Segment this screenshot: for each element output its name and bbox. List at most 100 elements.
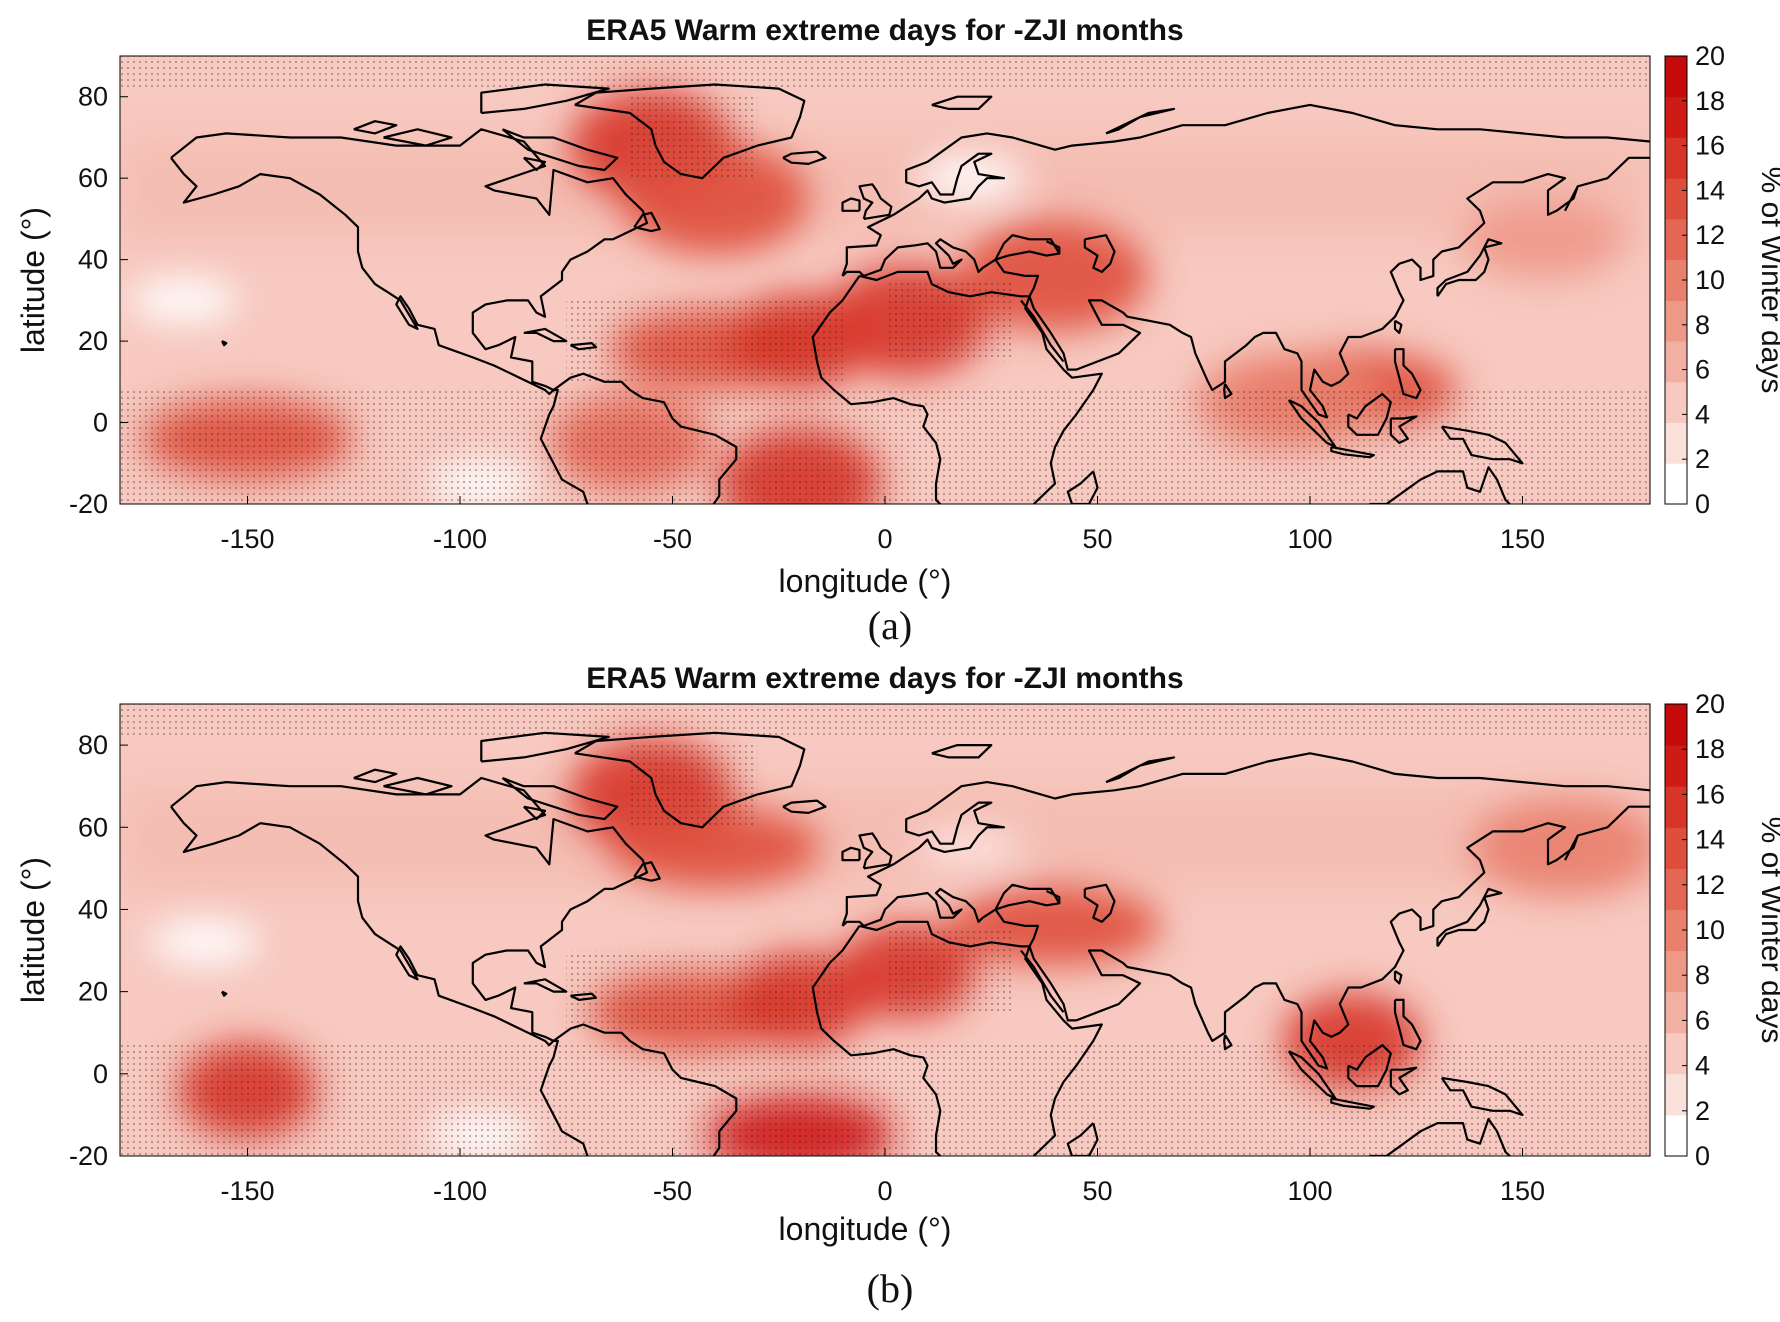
coastline-new-guinea <box>1440 1076 1524 1116</box>
colorbar-segment <box>1665 422 1687 464</box>
coastline-black-sea-inner <box>1046 890 1061 904</box>
map-plot: -150 -100 -50 0 50 100 150-20020406080longitud… <box>15 41 1780 599</box>
coastline-eurasia <box>841 752 1650 927</box>
coastline-red-sea <box>1020 299 1065 363</box>
coastline-great-britain <box>858 832 893 870</box>
coastline-novaya-zemlya <box>1105 756 1176 784</box>
colorbar-segment <box>1665 300 1687 342</box>
coastline-arabia-caspian <box>1083 234 1116 273</box>
colorbar-segment <box>1665 950 1687 993</box>
colorbar-tick-label: 6 <box>1695 355 1710 385</box>
panel-b: ERA5 Warm extreme days for -ZJI months -… <box>0 660 1780 1322</box>
coastline-australia <box>1369 1117 1511 1156</box>
colorbar-segment <box>1665 1114 1687 1157</box>
colorbar-tick-label: 4 <box>1695 399 1710 429</box>
y-tick-label: 60 <box>78 163 108 193</box>
y-tick-label: -20 <box>69 489 108 519</box>
x-axis-label: longitude (°) <box>779 563 952 599</box>
colorbar-tick-label: 10 <box>1695 915 1725 945</box>
y-tick-label: 80 <box>78 82 108 112</box>
coastline-java <box>1330 445 1375 459</box>
significance-stipple <box>120 56 1650 504</box>
y-axis-label: latitude (°) <box>15 207 51 353</box>
x-tick-label: -50 <box>653 1176 692 1206</box>
coastline-africa-west <box>811 925 942 1156</box>
coastline-red-sea <box>1020 949 1065 1013</box>
coastline-hudson-bay-islands <box>523 156 547 172</box>
panel-title: ERA5 Warm extreme days for -ZJI months <box>586 662 1184 695</box>
coastline-borneo <box>1347 1044 1392 1088</box>
colorbar-segment <box>1665 704 1687 746</box>
x-tick-label: 100 <box>1287 524 1332 554</box>
coastline-north-america <box>170 128 649 396</box>
colorbar-segment <box>1665 56 1687 98</box>
coastline-south-america-west <box>539 1039 589 1156</box>
coastline-asia-pacific <box>841 156 1650 419</box>
coastline-philippines <box>1393 998 1422 1051</box>
coastline-africa-west <box>811 275 942 504</box>
coastline-sumatra <box>1287 1050 1337 1100</box>
x-tick-label: 0 <box>877 1176 892 1206</box>
coastline-greenland <box>574 731 806 829</box>
colorbar-tick-label: 6 <box>1695 1005 1710 1035</box>
coastline-iceland <box>782 799 827 814</box>
coastline-arabia-caspian <box>1083 883 1116 923</box>
panel-title: ERA5 Warm extreme days for -ZJI months <box>586 14 1184 47</box>
colorbar-segment <box>1665 1073 1687 1116</box>
coastline-north-america <box>170 776 649 1047</box>
colorbar-label: % of Winter days <box>1755 817 1780 1044</box>
coastline-ellesmere <box>480 731 610 763</box>
colorbar-segment <box>1665 96 1687 138</box>
y-tick-label: 60 <box>78 812 108 842</box>
coastline-philippines <box>1393 348 1422 400</box>
coastline-south-america <box>552 372 738 504</box>
map-plot: -150 -100 -50 0 50 100 150-20020406080longitud… <box>15 689 1780 1247</box>
coastline-baffin <box>501 776 619 821</box>
x-tick-label: 0 <box>877 524 892 554</box>
coastline-asia-pacific <box>841 805 1650 1070</box>
colorbar-segment <box>1665 745 1687 787</box>
x-tick-label: 100 <box>1287 1176 1332 1206</box>
coastline-svalbard <box>931 95 993 111</box>
colorbar-segment <box>1665 137 1687 179</box>
coastline-sri-lanka <box>1223 1034 1233 1051</box>
colorbar-segment <box>1665 178 1687 220</box>
coastline-eurasia <box>841 103 1650 277</box>
coastline-great-britain <box>858 183 893 220</box>
coastline-sulawesi <box>1389 415 1418 444</box>
colorbar-segment <box>1665 259 1687 301</box>
coastline-kamchatka-line <box>1564 834 1579 861</box>
coastline-sri-lanka <box>1223 383 1233 400</box>
colorbar-tick-label: 0 <box>1695 1141 1710 1171</box>
colorbar-tick-label: 16 <box>1695 131 1725 161</box>
x-axis-label: longitude (°) <box>779 1211 952 1247</box>
colorbar-segment <box>1665 786 1687 828</box>
panel-caption: (b) <box>866 1266 914 1311</box>
y-tick-label: 0 <box>93 408 108 438</box>
colorbar-label: % of Winter days <box>1755 167 1780 394</box>
colorbar-segment <box>1665 381 1687 424</box>
coastline-kamchatka-line <box>1564 185 1579 212</box>
coastline-cuba <box>523 327 568 343</box>
x-tick-label: -150 <box>220 524 274 554</box>
heatmap-band <box>120 137 1650 240</box>
colorbar: 0 2 4 6 8 10 12 14 16 18 20 % of Winter days <box>1664 689 1780 1171</box>
colorbar-segment <box>1665 827 1687 869</box>
coastline-novaya-zemlya <box>1105 107 1176 135</box>
y-tick-label: 20 <box>78 977 108 1007</box>
coastline-taiwan-hainan <box>1393 970 1403 985</box>
coastline-new-guinea <box>1440 425 1524 465</box>
hotspot-9 <box>1471 799 1650 896</box>
colorbar-tick-label: 18 <box>1695 86 1725 116</box>
coastlines <box>170 83 1650 504</box>
colorbar-segment <box>1665 909 1687 952</box>
coastline-victoria-island <box>383 776 453 796</box>
coastline-taiwan-hainan <box>1393 319 1403 334</box>
hotspot-11 <box>1461 199 1626 280</box>
coastline-japan <box>1436 238 1503 297</box>
y-tick-label: 40 <box>78 894 108 924</box>
coastline-banks-island <box>353 768 398 784</box>
colorbar-tick-label: 14 <box>1695 175 1725 205</box>
coastline-hawaii <box>221 340 228 347</box>
coastline-ireland <box>841 197 861 212</box>
